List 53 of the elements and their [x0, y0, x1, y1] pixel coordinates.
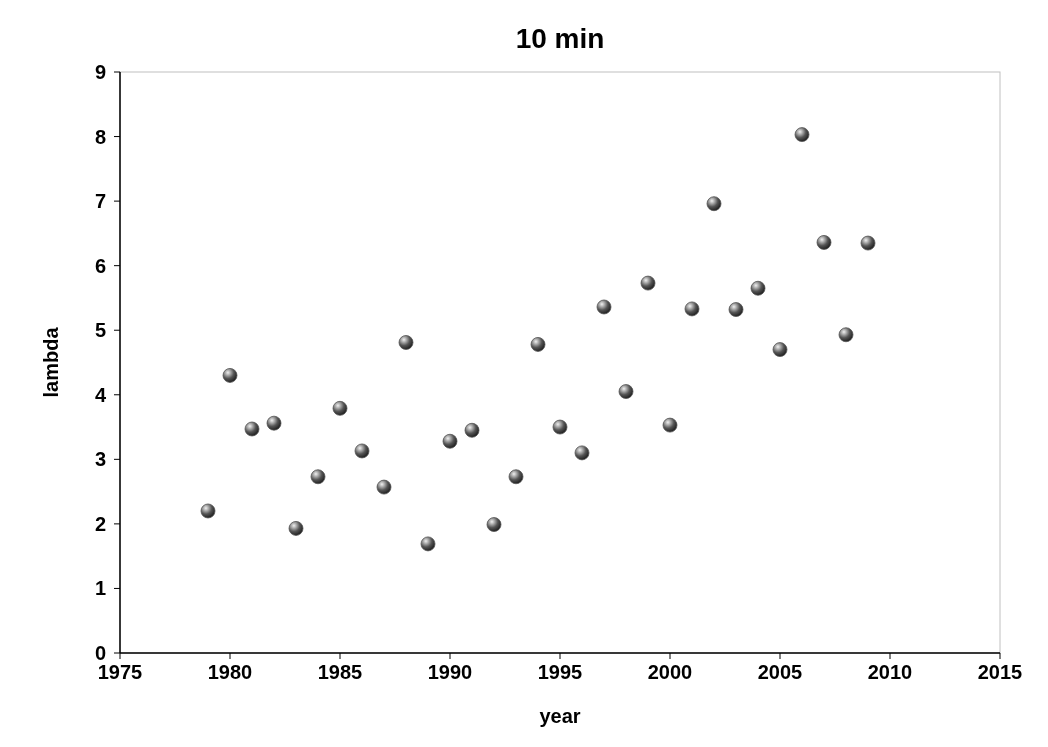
y-tick-label: 6	[94, 254, 106, 277]
point	[288, 521, 304, 536]
point	[552, 419, 568, 435]
x-tick-label: 1995	[537, 661, 583, 683]
point	[706, 196, 722, 212]
y-tick-label: 8	[94, 125, 106, 148]
x-axis-title: year	[539, 705, 581, 727]
point	[618, 384, 634, 399]
y-tick-label: 7	[94, 190, 106, 213]
point	[794, 127, 810, 143]
point	[662, 417, 678, 433]
x-tick-label: 2010	[867, 661, 913, 683]
x-tick-label: 2005	[757, 661, 803, 683]
point	[574, 445, 590, 461]
point	[398, 335, 414, 350]
point	[530, 337, 546, 352]
point	[816, 235, 832, 250]
y-tick-label: 4	[94, 383, 107, 406]
x-tick-label: 2000	[647, 661, 693, 683]
y-tick-label: 1	[94, 577, 106, 600]
x-tick-label: 2015	[977, 661, 1023, 683]
point	[354, 443, 370, 459]
point	[420, 536, 436, 552]
point	[200, 503, 216, 519]
y-tick-label: 3	[94, 448, 106, 471]
point	[332, 400, 348, 416]
point	[244, 421, 260, 437]
x-tick-label: 1985	[317, 661, 363, 683]
point	[442, 433, 458, 449]
y-tick-label: 5	[94, 319, 106, 342]
point	[750, 280, 766, 296]
point	[596, 299, 612, 315]
point	[508, 469, 524, 485]
point	[772, 342, 788, 357]
point	[860, 235, 876, 251]
x-tick-label: 1975	[97, 661, 143, 683]
point	[838, 327, 854, 343]
point	[640, 275, 656, 291]
point	[728, 302, 744, 317]
point	[464, 422, 480, 438]
point	[222, 368, 238, 383]
x-tick-label: 1980	[207, 661, 253, 683]
y-axis-title: lambda	[40, 326, 62, 398]
y-tick-label: 2	[94, 512, 106, 535]
point	[310, 469, 326, 485]
point	[486, 517, 502, 532]
y-tick-label: 0	[94, 642, 106, 664]
y-tick-label: 9	[94, 61, 106, 83]
x-tick-label: 1990	[427, 661, 473, 683]
point	[266, 415, 282, 431]
point	[376, 479, 392, 495]
point	[684, 301, 700, 317]
chart-title: 10 min	[515, 23, 605, 54]
